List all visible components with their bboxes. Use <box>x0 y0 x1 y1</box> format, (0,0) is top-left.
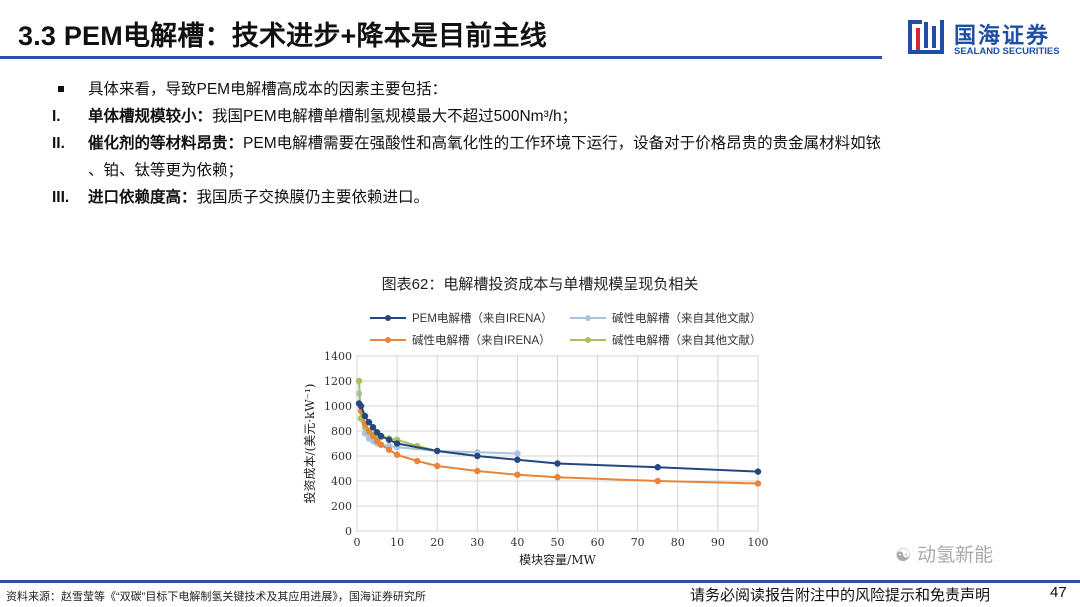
data-point <box>377 432 385 440</box>
legend-line-marker-icon <box>370 337 406 343</box>
disclaimer-text: 请务必阅读报告附注中的风险提示和免责声明 <box>690 587 991 604</box>
data-point <box>654 464 661 471</box>
x-tick-label: 100 <box>748 536 769 549</box>
legend-line-marker-icon <box>570 315 606 321</box>
list-item: I. 单体槽规模较小：我国PEM电解槽单槽制氢规模最大不超过500Nm³/h； <box>52 103 1062 130</box>
data-point <box>355 377 363 385</box>
logo-english-text: SEALAND SECURITIES <box>954 46 1060 57</box>
legend-line-marker-icon <box>370 315 406 321</box>
x-tick-label: 50 <box>551 536 565 549</box>
list-item-text: PEM电解槽需要在强酸性和高氧化性的工作环境下运行，设备对于价格昂贵的贵金属材料… <box>243 135 882 152</box>
list-item-continuation: 、铂、钛等更为依赖； <box>88 162 244 179</box>
y-tick-label: 1000 <box>324 400 352 413</box>
data-point <box>369 424 377 431</box>
data-point <box>554 460 561 467</box>
list-item-heading: 催化剂的等材料昂贵： <box>88 135 244 152</box>
list-marker: II. <box>52 135 65 152</box>
list-item-heading: 进口依赖度高： <box>88 189 197 206</box>
page-number: 47 <box>1050 584 1067 601</box>
y-tick-label: 1400 <box>324 350 352 363</box>
x-axis-label: 模块容量/MW <box>519 552 596 567</box>
list-item-text: 我国PEM电解槽单槽制氢规模最大不超过500Nm³/h； <box>212 108 578 125</box>
x-tick-label: 20 <box>430 536 444 549</box>
data-point <box>413 457 421 465</box>
wechat-icon: ☯ <box>895 545 912 565</box>
data-point <box>654 477 661 485</box>
x-tick-label: 10 <box>390 536 404 549</box>
data-point <box>474 467 481 475</box>
intro-text: 具体来看，导致PEM电解槽高成本的因素主要包括： <box>88 81 448 98</box>
y-tick-label: 400 <box>331 475 352 488</box>
data-point <box>377 441 385 448</box>
body-text: 具体来看，导致PEM电解槽高成本的因素主要包括： I. 单体槽规模较小：我国PE… <box>52 76 1062 211</box>
data-point <box>514 456 521 463</box>
data-point <box>393 440 401 447</box>
data-point <box>357 402 365 410</box>
data-point <box>393 451 401 458</box>
y-tick-label: 800 <box>331 425 352 438</box>
watermark-text: 动氢新能 <box>917 545 994 566</box>
brand-logo: 国海证券 SEALAND SECURITIES <box>906 16 1066 60</box>
watermark: ☯ 动氢新能 <box>895 540 993 567</box>
page-title: 3.3 PEM电解槽：技术进步+降本是目前主线 <box>18 21 547 51</box>
data-point <box>361 412 369 420</box>
y-tick-label: 0 <box>345 525 352 538</box>
list-marker: I. <box>52 108 61 125</box>
x-tick-label: 70 <box>631 536 645 549</box>
list-marker: III. <box>52 189 70 206</box>
line-chart: 0 10 20 30 40 50 60 70 80 90 100020040060080010001… <box>302 350 769 567</box>
data-point <box>373 429 381 436</box>
x-tick-label: 60 <box>591 536 605 549</box>
data-point <box>365 427 373 435</box>
y-tick-label: 200 <box>331 500 352 513</box>
list-item-heading: 单体槽规模较小： <box>88 108 213 125</box>
data-point <box>434 462 441 470</box>
legend-label: 碱性电解槽（来自IRENA） <box>412 335 551 347</box>
x-tick-label: 80 <box>671 536 685 549</box>
data-point <box>754 468 762 475</box>
logo-chinese-text: 国海证券 <box>954 23 1051 48</box>
title-divider <box>0 56 882 59</box>
legend-label: 碱性电解槽（来自其他文献） <box>612 313 762 325</box>
data-point <box>369 432 377 440</box>
data-point <box>385 436 393 443</box>
bullet-square-icon <box>58 86 64 92</box>
data-point <box>434 447 441 455</box>
list-item-text: 我国质子交换膜仍主要依赖进口。 <box>196 189 430 206</box>
legend-label: PEM电解槽（来自IRENA） <box>412 313 553 325</box>
data-point <box>514 471 521 478</box>
chart-legend: PEM电解槽（来自IRENA） 碱性电解槽（来自其他文献） 碱性电解槽（来自IR… <box>360 308 780 348</box>
legend-label: 碱性电解槽（来自其他文献） <box>612 335 762 347</box>
legend-line-marker-icon <box>570 337 606 343</box>
footer-divider <box>0 580 1080 583</box>
data-point <box>385 446 393 453</box>
data-point <box>365 419 373 426</box>
y-axis-label: 投资成本/(美元·kW⁻¹) <box>302 384 317 504</box>
x-tick-label: 0 <box>354 536 361 549</box>
data-point <box>373 437 381 445</box>
x-tick-label: 40 <box>510 536 524 549</box>
source-note: 资料来源：赵雪莹等《“双碳”目标下电解制氢关键技术及其应用进展》，国海证券研究所 <box>6 591 426 603</box>
x-tick-label: 90 <box>711 536 725 549</box>
y-tick-label: 600 <box>331 450 352 463</box>
list-item: II. 催化剂的等材料昂贵：PEM电解槽需要在强酸性和高氧化性的工作环境下运行，… <box>52 130 1062 157</box>
sealand-logo-icon <box>908 20 944 54</box>
data-point <box>514 450 521 457</box>
x-tick-label: 30 <box>470 536 484 549</box>
figure-caption: 图表62：电解槽投资成本与单槽规模呈现负相关 <box>381 276 699 293</box>
data-point <box>474 452 481 460</box>
intro-line: 具体来看，导致PEM电解槽高成本的因素主要包括： <box>52 76 1062 103</box>
y-tick-label: 1200 <box>324 375 352 388</box>
series-line <box>358 403 759 485</box>
data-point <box>754 480 762 487</box>
data-point <box>554 474 561 481</box>
list-item: III. 进口依赖度高：我国质子交换膜仍主要依赖进口。 <box>52 184 1062 211</box>
